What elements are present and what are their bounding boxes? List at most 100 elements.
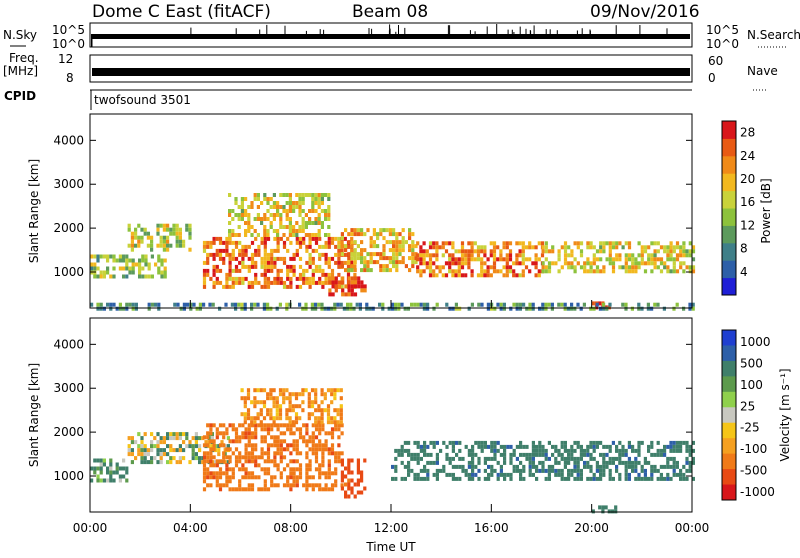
heatmap-cell [263,193,267,197]
heatmap-cell [640,249,644,254]
heatmap-cell [301,306,305,311]
heatmap-cell [298,240,303,245]
heatmap-cell [579,476,583,481]
heatmap-cell [541,261,545,266]
heatmap-cell [305,471,309,476]
heatmap-cell [231,475,235,480]
heatmap-cell [318,467,322,472]
heatmap-cell [266,264,271,269]
heatmap-cell [276,443,280,448]
heatmap-cell [659,472,663,477]
heatmap-cell [435,302,439,307]
heatmap-cell [263,225,267,229]
heatmap-cell [669,444,673,449]
heatmap-cell [285,412,289,417]
nsky-spike [533,25,535,34]
heatmap-cell [350,260,354,265]
heatmap-cell [340,462,344,467]
heatmap-cell [579,444,583,449]
heatmap-cell [330,400,334,405]
heatmap-cell [260,455,264,460]
heatmap-cell [263,272,267,277]
heatmap-cell [522,452,526,457]
heatmap-cell [515,468,519,473]
heatmap-cell [595,257,600,262]
heatmap-cell [416,269,420,274]
heatmap-cell [353,232,357,237]
heatmap-cell [209,459,213,464]
heatmap-cell [672,444,676,449]
heatmap-cell [570,261,574,266]
heatmap-cell [285,209,289,213]
heatmap-cell [419,273,423,278]
heatmap-cell [156,452,160,457]
y-tick-label: 4000 [53,133,84,147]
heatmap-cell [96,258,100,263]
heatmap-cell [505,261,509,266]
heatmap-cell [266,451,271,456]
heatmap-cell [360,280,364,285]
heatmap-cell [429,452,433,457]
heatmap-cell [217,452,221,457]
heatmap-cell [266,408,270,413]
heatmap-cell [391,476,395,481]
heatmap-cell [477,460,481,465]
heatmap-cell [247,475,251,480]
nsky-spike [266,24,268,34]
heatmap-cell [554,472,558,477]
heatmap-cell [598,306,602,311]
heatmap-cell [137,223,141,228]
heatmap-cell [137,235,141,240]
heatmap-cell [257,244,261,249]
heatmap-cell [423,444,427,449]
heatmap-cell [143,456,147,461]
heatmap-cell [343,260,347,265]
heatmap-cell [231,423,235,428]
heatmap-cell [563,249,568,254]
freq-strip-frame [89,54,693,83]
heatmap-cell [685,444,689,449]
heatmap-cell [560,476,564,481]
heatmap-cell [276,248,280,253]
heatmap-cell [637,253,641,258]
heatmap-cell [326,416,331,421]
heatmap-cell [457,273,461,278]
heatmap-cell [518,273,522,278]
heatmap-cell [292,225,296,229]
heatmap-cell [391,464,395,469]
heatmap-cell [118,254,122,259]
heatmap-cell [356,478,360,483]
heatmap-cell [231,248,235,253]
heatmap-cell [266,284,271,289]
heatmap-cell [272,193,276,197]
heatmap-cell [653,261,657,266]
heatmap-cell [563,456,567,461]
heatmap-cell [531,444,535,449]
heatmap-cell [202,272,207,277]
heatmap-cell [395,256,399,261]
heatmap-cell [260,217,264,221]
heatmap-cell [298,229,302,233]
heatmap-cell [634,456,638,461]
heatmap-cell [656,452,660,457]
heatmap-cell [503,448,507,453]
heatmap-cell [621,302,625,307]
heatmap-cell [426,444,430,449]
heatmap-cell [602,306,606,311]
heatmap-cell [285,302,289,307]
heatmap-cell [379,256,383,261]
heatmap-cell [666,269,670,274]
heatmap-cell [317,217,321,221]
heatmap-cell [682,476,686,481]
heatmap-cell [560,456,564,461]
heatmap-cell [403,448,407,453]
heatmap-cell [333,388,337,393]
heatmap-cell [336,412,340,417]
heatmap-cell [112,302,116,307]
heatmap-cell [618,241,622,246]
heatmap-cell [125,258,129,263]
heatmap-cell [483,456,487,461]
heatmap-cell [615,253,619,258]
heatmap-cell [211,302,215,307]
heatmap-cell [210,436,214,441]
